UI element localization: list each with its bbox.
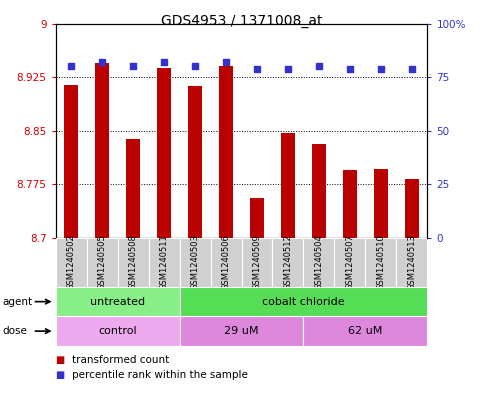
Text: transformed count: transformed count xyxy=(72,354,170,365)
Bar xyxy=(303,316,427,346)
Bar xyxy=(272,238,303,287)
Text: GSM1240511: GSM1240511 xyxy=(159,235,169,290)
Point xyxy=(315,63,323,70)
Bar xyxy=(149,238,180,287)
Bar xyxy=(180,238,211,287)
Text: GSM1240509: GSM1240509 xyxy=(253,235,261,290)
Bar xyxy=(343,170,357,238)
Point xyxy=(98,59,106,65)
Text: ■: ■ xyxy=(56,354,65,365)
Text: agent: agent xyxy=(2,297,32,307)
Text: GSM1240510: GSM1240510 xyxy=(376,235,385,290)
Text: dose: dose xyxy=(2,326,28,336)
Bar xyxy=(374,169,388,238)
Point xyxy=(346,65,354,72)
Bar xyxy=(188,86,202,238)
Bar xyxy=(219,66,233,238)
Bar xyxy=(86,238,117,287)
Text: GSM1240512: GSM1240512 xyxy=(284,235,293,290)
Point xyxy=(222,59,230,65)
Text: GDS4953 / 1371008_at: GDS4953 / 1371008_at xyxy=(161,14,322,28)
Point xyxy=(191,63,199,70)
Point xyxy=(253,65,261,72)
Point xyxy=(377,65,385,72)
Text: control: control xyxy=(98,326,137,336)
Bar xyxy=(211,238,242,287)
Text: GSM1240508: GSM1240508 xyxy=(128,234,138,290)
Bar xyxy=(56,287,180,316)
Bar xyxy=(117,238,149,287)
Bar xyxy=(303,238,334,287)
Text: 29 uM: 29 uM xyxy=(224,326,259,336)
Text: GSM1240506: GSM1240506 xyxy=(222,234,230,290)
Text: ■: ■ xyxy=(56,370,65,380)
Text: untreated: untreated xyxy=(90,297,145,307)
Bar xyxy=(281,133,295,238)
Text: GSM1240503: GSM1240503 xyxy=(190,234,199,290)
Bar xyxy=(56,316,180,346)
Text: GSM1240504: GSM1240504 xyxy=(314,235,324,290)
Bar xyxy=(242,238,272,287)
Point xyxy=(160,59,168,65)
Point xyxy=(284,65,292,72)
Bar xyxy=(397,238,427,287)
Bar xyxy=(180,316,303,346)
Text: cobalt chloride: cobalt chloride xyxy=(262,297,345,307)
Point xyxy=(408,65,416,72)
Text: GSM1240505: GSM1240505 xyxy=(98,235,107,290)
Bar xyxy=(405,179,419,238)
Text: GSM1240507: GSM1240507 xyxy=(345,234,355,290)
Text: percentile rank within the sample: percentile rank within the sample xyxy=(72,370,248,380)
Bar xyxy=(312,143,326,238)
Bar xyxy=(64,85,78,238)
Bar xyxy=(180,287,427,316)
Bar xyxy=(366,238,397,287)
Text: 62 uM: 62 uM xyxy=(348,326,383,336)
Bar xyxy=(334,238,366,287)
Point xyxy=(67,63,75,70)
Bar xyxy=(56,238,86,287)
Bar xyxy=(95,63,109,238)
Bar xyxy=(157,68,171,238)
Point xyxy=(129,63,137,70)
Bar xyxy=(250,198,264,238)
Text: GSM1240513: GSM1240513 xyxy=(408,234,416,290)
Text: GSM1240502: GSM1240502 xyxy=(67,235,75,290)
Bar xyxy=(126,139,140,238)
